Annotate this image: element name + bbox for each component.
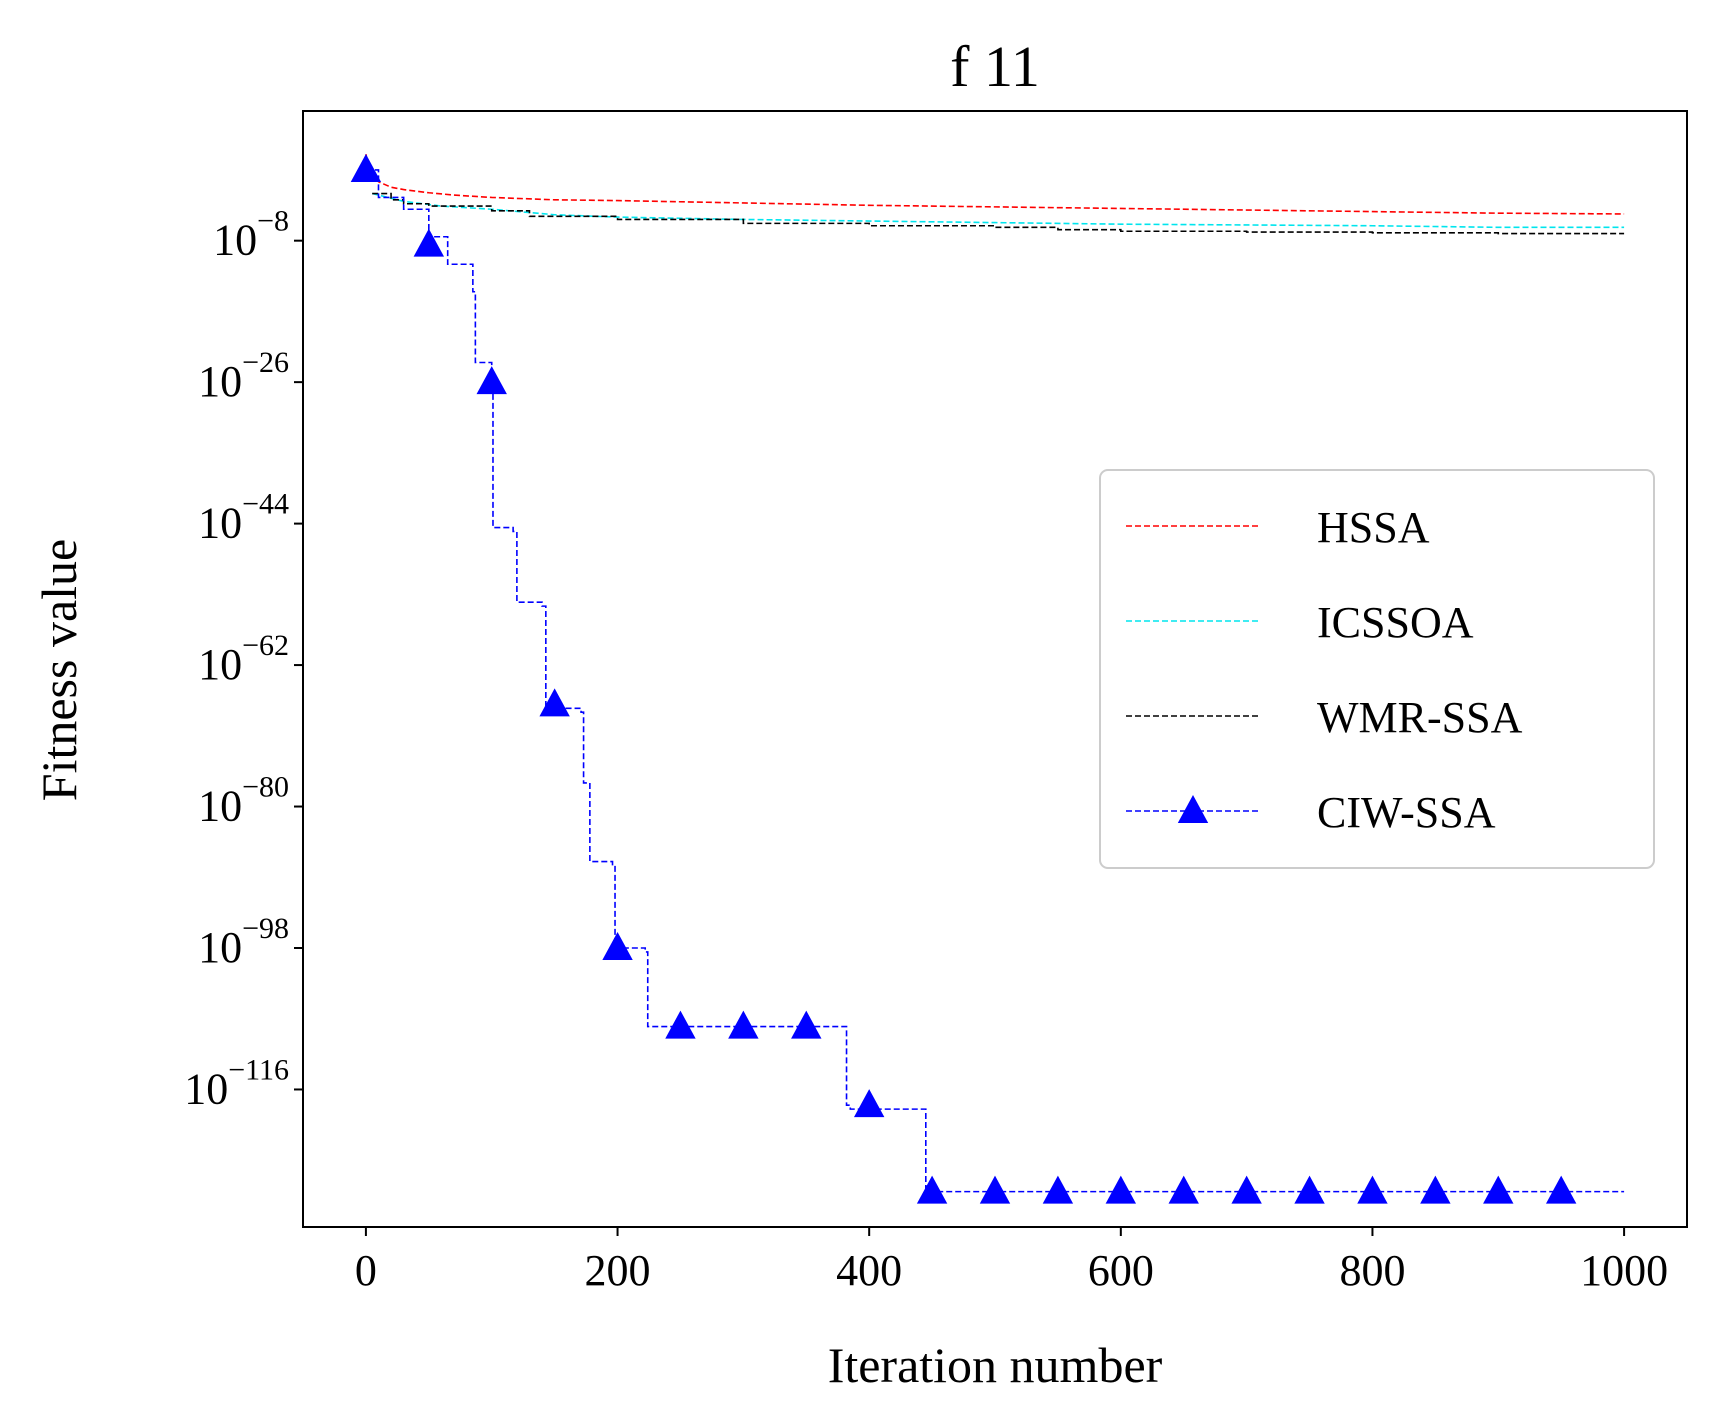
series-line-ciw-ssa (365, 169, 1625, 1193)
y-tick-label: 10−44 (198, 488, 289, 548)
x-tick-label: 0 (355, 1246, 377, 1295)
y-tick-base: 10 (184, 1064, 228, 1113)
series-line-icssoa (372, 192, 1625, 229)
chart-title: f 11 (950, 34, 1040, 99)
series-layer (350, 153, 1625, 1204)
series-marker-ciw-ssa (1231, 1175, 1262, 1204)
series-marker-ciw-ssa (979, 1175, 1011, 1204)
y-tick-base: 10 (198, 923, 242, 972)
series-marker-ciw-ssa (665, 1010, 696, 1039)
legend-box (1099, 469, 1655, 869)
series-marker-ciw-ssa (853, 1089, 885, 1118)
series-marker-ciw-ssa (476, 366, 507, 395)
x-tick-label: 200 (585, 1246, 651, 1295)
series-marker-ciw-ssa (791, 1010, 822, 1039)
legend-marker (1177, 795, 1209, 823)
y-tick-base: 10 (198, 357, 242, 406)
y-tick-exponent: −44 (242, 488, 289, 521)
y-tick-base: 10 (198, 499, 242, 548)
y-tick-label: 10−98 (198, 912, 289, 972)
legend-label: HSSA (1317, 503, 1430, 552)
y-tick-label: 10−8 (213, 205, 289, 265)
y-tick-exponent: −80 (242, 771, 289, 804)
series-marker-ciw-ssa (1168, 1175, 1199, 1204)
y-tick-label: 10−26 (198, 346, 289, 406)
y-tick-base: 10 (213, 216, 257, 265)
x-tick-label: 800 (1339, 1246, 1405, 1295)
series-marker-ciw-ssa (1483, 1175, 1514, 1204)
plot-area (302, 110, 1688, 1228)
y-tick-exponent: −98 (242, 912, 289, 945)
legend: HSSA ICSSOA WMR-SSA CIW-SSA (1099, 469, 1655, 869)
series-marker-ciw-ssa (916, 1175, 948, 1204)
legend-label: CIW-SSA (1317, 788, 1496, 837)
series-marker-ciw-ssa (1042, 1175, 1074, 1204)
x-tick-label: 400 (836, 1246, 902, 1295)
x-axis-ticks: 0 200 400 600 800 1000 (355, 1227, 1668, 1295)
series-marker-ciw-ssa (1105, 1175, 1137, 1204)
y-axis-label: Fitness value (31, 539, 87, 801)
series-marker-ciw-ssa (1420, 1175, 1451, 1204)
y-tick-exponent: −62 (242, 629, 289, 662)
series-marker-ciw-ssa (413, 228, 445, 257)
x-axis-label: Iteration number (828, 1337, 1163, 1393)
series-marker-ciw-ssa (1545, 1175, 1577, 1204)
y-tick-base: 10 (198, 782, 242, 831)
plot-frame (302, 110, 1688, 1228)
series-marker-ciw-ssa (539, 688, 570, 717)
series-marker-ciw-ssa (728, 1010, 759, 1039)
series-line-wmr-ssa (372, 192, 1625, 235)
legend-label: ICSSOA (1317, 598, 1474, 647)
x-tick-label: 600 (1088, 1246, 1154, 1295)
y-tick-exponent: −26 (242, 346, 289, 379)
series-marker-ciw-ssa (1357, 1175, 1388, 1204)
y-tick-label: 10−80 (198, 771, 289, 831)
y-tick-base: 10 (198, 640, 242, 689)
series-marker-ciw-ssa (350, 153, 382, 182)
legend-label: WMR-SSA (1317, 693, 1523, 742)
series-marker-ciw-ssa (602, 932, 633, 960)
series-marker-ciw-ssa (1294, 1175, 1325, 1204)
y-tick-label: 10−116 (184, 1053, 289, 1113)
y-tick-exponent: −116 (228, 1053, 289, 1086)
x-tick-label: 1000 (1580, 1246, 1668, 1295)
y-tick-label: 10−62 (198, 629, 289, 689)
y-tick-exponent: −8 (257, 205, 289, 238)
